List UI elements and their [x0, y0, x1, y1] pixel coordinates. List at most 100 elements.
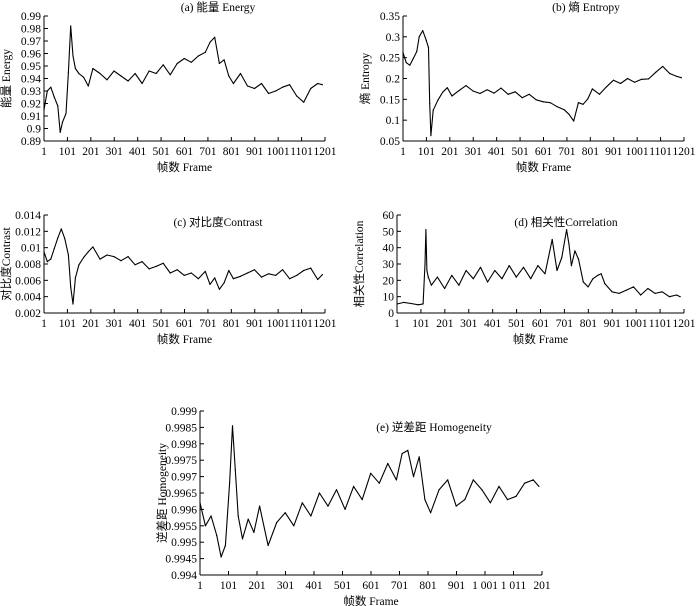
correlation-data-point [574, 250, 576, 252]
correlation-y-tick-label: 60 [383, 210, 395, 222]
homogeneity-y-tick-label: 0.9945 [165, 554, 197, 566]
contrast-data-point [43, 251, 45, 253]
contrast-data-point [134, 264, 136, 266]
contrast-data-point [228, 269, 230, 272]
correlation-data-point [654, 292, 656, 294]
energy-x-tick-label: 801 [223, 146, 241, 158]
contrast-data-point [67, 254, 69, 256]
energy-data-point [209, 41, 211, 43]
entropy-data-point [680, 77, 683, 79]
energy-data-point [246, 85, 249, 87]
contrast-data-point [317, 278, 319, 281]
energy-y-tick-label: 0.94 [21, 74, 41, 86]
entropy-data-point [577, 102, 580, 104]
correlation-y-tick-label: 10 [383, 292, 395, 304]
homogeneity-x-tick-label: 1 001 [472, 580, 498, 592]
entropy-data-point [429, 102, 431, 105]
energy-data-point [155, 72, 157, 75]
correlation-x-tick-label: 501 [508, 318, 526, 330]
homogeneity-data-point [370, 472, 372, 474]
homogeneity-data-point [204, 525, 206, 527]
correlation-x-tick-label: 401 [484, 318, 502, 330]
entropy-data-point [402, 52, 404, 54]
entropy-data-point [634, 81, 636, 83]
entropy-y-tick-label: 0.15 [380, 94, 400, 106]
entropy-data-point [676, 75, 678, 77]
energy-data-point [78, 72, 80, 75]
correlation-data-point [587, 286, 589, 288]
contrast-data-point [321, 274, 323, 276]
entropy-x-tick-label: 101 [418, 146, 436, 158]
entropy-x-tick-label: 1001 [626, 146, 649, 158]
contrast-data-point [127, 256, 129, 258]
correlation-data-point [592, 278, 594, 280]
energy-data-point [50, 86, 52, 88]
contrast-data-point [239, 275, 242, 277]
contrast-data-point [106, 254, 108, 256]
contrast-data-point [190, 272, 192, 274]
correlation-y-tick-label: 30 [383, 259, 395, 271]
homogeneity-data-point [464, 499, 466, 501]
energy-y-tick-label: 0.89 [21, 136, 41, 148]
entropy-data-point [507, 93, 509, 95]
correlation-data-point [530, 278, 532, 280]
energy-data-point [197, 55, 199, 57]
contrast-y-tick-label: 0.002 [15, 308, 41, 320]
energy-data-point [223, 59, 225, 61]
entropy-x-tick-label: 401 [488, 146, 506, 158]
entropy-data-point [465, 85, 467, 87]
correlation-data-point [436, 276, 438, 278]
entropy-data-point [641, 78, 643, 80]
energy-data-point [141, 82, 143, 85]
energy-x-tick-label: 601 [176, 146, 194, 158]
homogeneity-data-point [538, 485, 540, 487]
energy-data-point [260, 82, 263, 85]
energy-data-point [120, 75, 122, 77]
energy-y-tick-label: 0.98 [21, 24, 41, 36]
entropy-data-point [409, 64, 411, 66]
correlation-data-point [472, 278, 474, 280]
homogeneity-data-point [424, 499, 426, 501]
homogeneity-x-tick-label: 1 [197, 580, 203, 592]
contrast-x-tick-label: 1 [41, 318, 47, 330]
entropy-x-tick-label: 801 [582, 146, 600, 158]
correlation-x-tick-label: 101 [412, 318, 430, 330]
correlation-x-axis-title: 帧数 Frame [513, 332, 568, 346]
correlation-title: (d) 相关性Correlation [514, 215, 617, 229]
correlation-data-point [465, 269, 467, 272]
entropy-title: (b) 熵 Entropy [552, 0, 620, 14]
correlation-data-point [679, 296, 681, 298]
contrast-x-tick-label: 1101 [290, 318, 313, 330]
energy-x-tick-label: 501 [152, 146, 170, 158]
correlation-data-point [582, 281, 584, 283]
correlation-data-point [430, 284, 432, 286]
correlation-data-point [577, 258, 580, 260]
contrast-data-point [303, 269, 305, 272]
homogeneity-series-line [199, 425, 540, 558]
energy-x-tick-label: 401 [129, 146, 147, 158]
entropy-data-point [442, 91, 444, 93]
entropy-x-tick-label: 601 [535, 146, 553, 158]
homogeneity-data-point [216, 535, 218, 537]
entropy-data-point [422, 30, 424, 32]
entropy-data-point [418, 36, 420, 38]
entropy-x-tick-label: 501 [511, 146, 529, 158]
entropy-y-axis-title: 熵 Entropy [358, 53, 372, 105]
entropy-data-point [669, 72, 671, 75]
contrast-x-tick-label: 201 [82, 318, 100, 330]
correlation-data-point [494, 269, 496, 272]
correlation-data-point [427, 276, 429, 278]
entropy-data-point [416, 50, 418, 53]
energy-y-tick-label: 0.96 [21, 49, 41, 61]
contrast-data-point [275, 274, 277, 276]
homogeneity-data-point [361, 499, 363, 501]
correlation-x-tick-label: 1001 [625, 318, 648, 330]
correlation-data-point [640, 294, 642, 296]
contrast-series-line [43, 228, 323, 305]
entropy-data-point [425, 39, 427, 41]
entropy-x-tick-label: 301 [465, 146, 483, 158]
homogeneity-x-tick-label: 301 [277, 580, 295, 592]
homogeneity-data-point [524, 482, 526, 484]
homogeneity-x-tick-label: 701 [391, 580, 409, 592]
homogeneity-data-point [438, 489, 440, 491]
